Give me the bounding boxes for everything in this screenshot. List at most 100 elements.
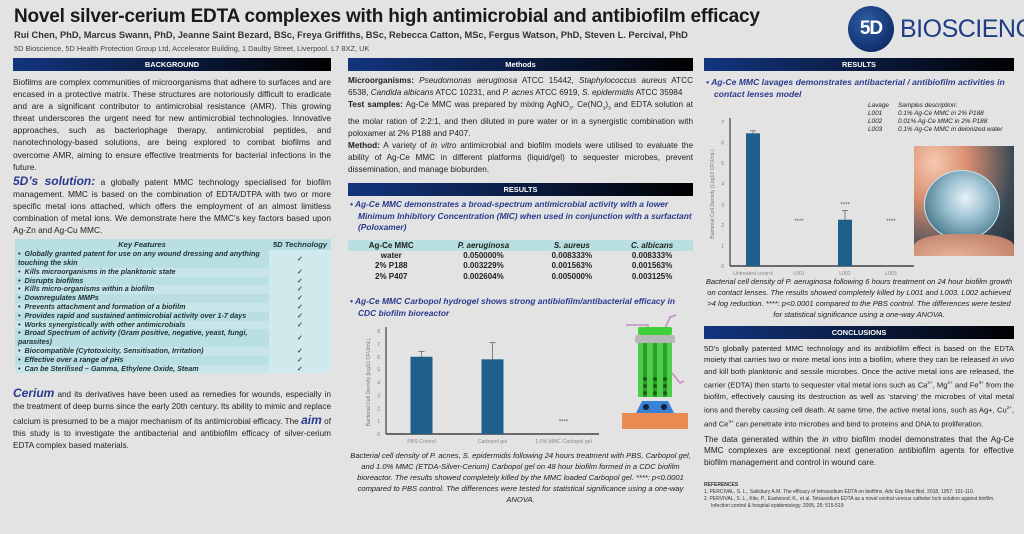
lenses-caption: Bacterial cell density of P. aeruginosa … (705, 277, 1013, 319)
reference-item: 1. PERCIVAL, S. L., Salisbury A.M. The e… (704, 489, 975, 496)
cerium-paragraph: Cerium and its derivatives have been use… (13, 387, 331, 451)
check-icon: ✓ (269, 250, 331, 268)
feature-row: • Kills micro-organisms within a biofilm… (15, 284, 331, 295)
affiliation: 5D Bioscience, 5D Health Protection Grou… (14, 44, 370, 53)
superscript: 3+ (728, 418, 734, 424)
references-heading: REFERENCES (704, 482, 739, 489)
x-tick-label: PBS Control (407, 439, 436, 445)
strain: ATCC 35984 (633, 88, 683, 98)
legend-desc: 0.01% Ag-Ce MMC in 2% P188 (898, 118, 988, 125)
significance-annotation: **** (886, 219, 896, 225)
mic-header-cell: P. aeruginosa (434, 239, 533, 251)
x-tick-label: L002 (839, 271, 851, 277)
feature-text: • Biocompatible (Cytotoxicity, Sensitisa… (15, 346, 269, 356)
legend-lavage: L001 (868, 110, 883, 117)
mic-table: Ag-Ce MMC P. aeruginosa S. aureus C. albica… (348, 239, 693, 283)
legend-row: L001 0.1% Ag-Ce MMC in 2% P188 (868, 110, 1003, 118)
results-column: RESULTS • Ag-Ce MMC lavages demonstrates… (704, 58, 1014, 510)
aim-text: of this study is to investigate the anti… (13, 416, 331, 450)
y-tick-label: 5 (377, 368, 380, 374)
conclusions-paragraph-2: The data generated within the in vitro b… (704, 434, 1014, 469)
aim-label: aim (301, 412, 322, 427)
feature-row: • Broad Spectrum of activity (Gram posit… (15, 329, 331, 347)
feature-label: Globally granted patent for use on any w… (18, 249, 260, 268)
text: , Ce(NO (571, 100, 603, 110)
text: from the biofilm, effectively causing it… (704, 380, 1014, 415)
significance-annotation: **** (840, 202, 850, 208)
y-tick-label: 8 (377, 329, 380, 335)
check-icon: ✓ (269, 285, 331, 295)
mic-cell: 0.008333% (551, 250, 593, 260)
background-column: BACKGROUND Biofilms are complex communit… (13, 58, 331, 452)
key-features-table: Key Features 5D Technology • Globally gr… (15, 239, 331, 374)
feature-row: • Provides rapid and sustained antimicro… (15, 311, 331, 321)
results-bullet-carbopol: • Ag-Ce MMC Carbopol hydrogel shows stro… (350, 296, 675, 318)
bullet-text: Ag-Ce MMC demonstrates a broad-spectrum … (354, 199, 692, 233)
feature-row: • Prevents attachment and formation of a… (15, 302, 331, 312)
mic-cell: 0.005000% (551, 271, 593, 281)
mic-row: 2% P188 0.003229% 0.001563% 0.001563% (348, 261, 693, 272)
results-bullet-lenses: • Ag-Ce MMC lavages demonstrates antibac… (706, 77, 1005, 99)
lenses-chart: 0 1 2 3 4 5 6 7 Bacterial Cell Density (Log10 CF… (710, 118, 914, 277)
carbopol-caption: Bacterial cell density of P. acnes, S. e… (350, 451, 691, 505)
check-icon: ✓ (269, 293, 331, 303)
mic-cell: water (380, 250, 402, 260)
feature-text: • Downregulates MMPs (15, 293, 269, 303)
x-tick-label: L003 (885, 271, 897, 277)
cerium-text: and its derivatives have been used as re… (13, 390, 331, 426)
text: and kill both planktonic and sessile mic… (704, 366, 1014, 390)
y-tick-label: 7 (721, 120, 724, 126)
strain: ATCC 6919, (533, 88, 582, 98)
y-tick-label: 1 (377, 420, 380, 426)
feature-label: Effective over a range of pHs (24, 354, 124, 364)
text: and Fe (952, 380, 979, 390)
feature-text: • Disrupts biofilms (15, 276, 269, 286)
authors: Rui Chen, PhD, Marcus Swann, PhD, Jeanne… (14, 30, 688, 40)
y-tick-label: 5 (721, 161, 724, 167)
methods-heading: Methods (348, 58, 693, 71)
poster-title: Novel silver-cerium EDTA complexes with … (14, 6, 760, 27)
text: A variety of (379, 141, 431, 151)
feature-text: • Effective over a range of pHs (15, 354, 269, 365)
check-icon: ✓ (269, 320, 331, 330)
y-tick-label: 4 (377, 381, 380, 387)
feature-label: Kills micro-organisms within a biofilm (24, 284, 155, 294)
feature-label: Broad Spectrum of activity (Gram positiv… (18, 328, 248, 347)
text: , Mg (932, 380, 948, 390)
cdc-bioreactor-illustration (622, 314, 688, 430)
text: The data generated within the (704, 434, 823, 444)
background-intro: Biofilms are complex communities of micr… (13, 77, 331, 172)
solution-text: a globally patent MMC technology special… (13, 176, 331, 236)
legend-row: L003 0.1% Ag-Ce MMC in deionized water (868, 126, 1003, 134)
superscript: 2+ (927, 379, 933, 385)
text: ) (605, 100, 609, 110)
text: 5D’s globally patented MMC technology an… (704, 344, 1014, 365)
y-tick-label: 3 (721, 202, 724, 208)
superscript: 2+ (947, 379, 953, 385)
feature-text: • Kills micro-organisms within a biofilm (15, 284, 269, 295)
background-heading: BACKGROUND (13, 58, 331, 71)
legend-desc: 0.1% Ag-Ce MMC in 2% P188 (898, 110, 984, 117)
test-samples-label: Test samples: (348, 100, 403, 110)
strain: ATCC 15442, (517, 76, 580, 85)
text: in vitro (430, 141, 457, 151)
mic-header-cell: S. aureus (532, 239, 612, 251)
mic-header-cell: Ag-Ce MMC (348, 239, 435, 251)
bar (746, 133, 760, 266)
feature-text: • Globally granted patent for use on any… (15, 249, 269, 268)
bullet-text: Ag-Ce MMC Carbopol hydrogel shows strong… (354, 296, 675, 318)
feature-label: Can be Sterilised – Gamma, Ethylene Oxid… (24, 363, 199, 373)
significance-annotation: **** (794, 219, 804, 225)
bullet-text: Ag-Ce MMC lavages demonstrates antibacte… (711, 77, 1005, 99)
subscript: 3 (568, 106, 572, 112)
strain: ATCC 6538, (348, 76, 693, 98)
y-axis-label: Bacterial Cell Density (Log10 CFU/mL) (710, 149, 716, 239)
text: in vitro (822, 434, 848, 444)
subscript: 3 (608, 106, 611, 112)
feature-row: • Kills microorganisms in the planktonic… (15, 267, 331, 277)
species: Pseudomonas aeruginosa (419, 76, 518, 85)
text: antimicrobial and biofilm models were ut… (348, 141, 693, 175)
feature-text: • Broad Spectrum of activity (Gram posit… (15, 329, 269, 347)
mic-cell: 2% P188 (375, 261, 408, 271)
x-tick-label: 1.0% MMC Carbopol gel (535, 439, 592, 445)
